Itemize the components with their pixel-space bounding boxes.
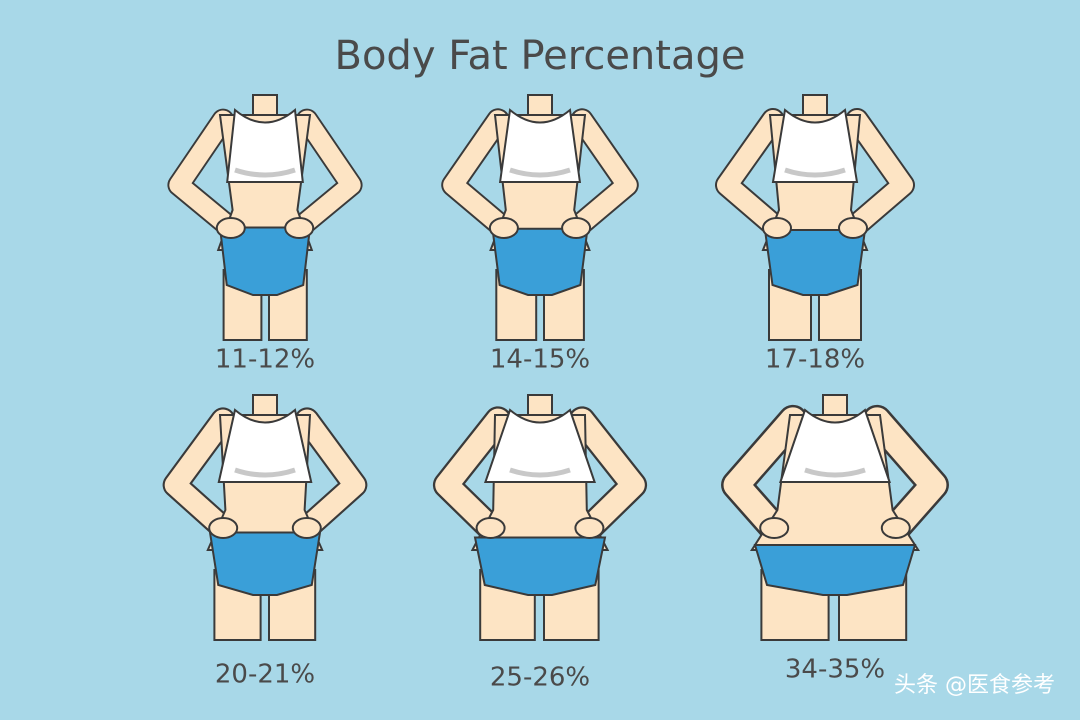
top-shadow [509, 467, 571, 478]
hand [488, 217, 519, 239]
hand [880, 517, 911, 539]
figure-label: 11-12% [215, 345, 315, 375]
briefs [473, 536, 607, 596]
arm [717, 110, 787, 238]
top-shadow [784, 167, 846, 178]
figure-label: 34-35% [785, 655, 885, 685]
arm [164, 409, 234, 539]
hand [838, 217, 868, 239]
briefs [208, 531, 322, 596]
hand [291, 517, 322, 539]
briefs [753, 544, 917, 596]
arm [443, 110, 514, 238]
body-figure: 14-15% [441, 94, 639, 375]
body-figure: 20-21% [162, 394, 368, 690]
sports-top [771, 108, 859, 183]
arm [723, 407, 806, 541]
top-shadow [509, 167, 571, 178]
hand [561, 217, 592, 239]
watermark: 头条 @医食参考 [894, 673, 1055, 698]
arm [566, 110, 637, 238]
briefs [763, 229, 867, 296]
arm [169, 110, 241, 238]
hand [762, 217, 792, 239]
top-shadow [804, 467, 866, 478]
body-figure: 17-18% [715, 94, 915, 375]
sports-top [484, 408, 596, 483]
top-shadow [234, 167, 296, 178]
sports-top [498, 108, 582, 183]
sports-top [779, 408, 891, 483]
arm [435, 408, 510, 540]
top-shadow [234, 467, 296, 478]
sports-top [226, 108, 304, 183]
arm [843, 110, 913, 238]
figure-label: 14-15% [490, 345, 590, 375]
figure-label: 17-18% [765, 345, 865, 375]
arm [296, 409, 366, 539]
hand [284, 217, 315, 239]
hand [208, 517, 239, 539]
arm [289, 110, 361, 238]
figures: 11-12% 14-15% 17-18% 20-21% 25-26% 34-35% [162, 94, 949, 693]
figure-label: 20-21% [215, 660, 315, 690]
hand [215, 217, 246, 239]
body-figure: 11-12% [167, 94, 363, 375]
figure-label: 25-26% [490, 663, 590, 693]
hand [475, 517, 506, 539]
title: Body Fat Percentage [335, 33, 746, 79]
hand [574, 517, 605, 539]
sports-top [217, 408, 313, 483]
hand [759, 517, 790, 539]
body-figure: 34-35% [721, 394, 949, 685]
arm [864, 407, 947, 541]
arm [570, 408, 645, 540]
body-figure: 25-26% [432, 394, 648, 693]
